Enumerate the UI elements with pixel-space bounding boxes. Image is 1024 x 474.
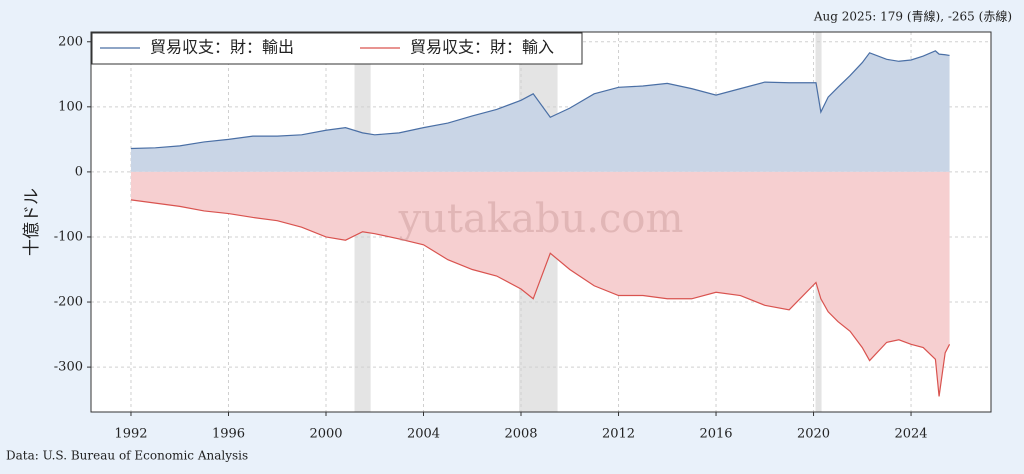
legend-label: 貿易収支：財：輸入 xyxy=(410,38,554,57)
x-tick-label: 2012 xyxy=(602,427,635,442)
y-axis-label: 十億ドル xyxy=(22,188,42,256)
y-tick-label: -100 xyxy=(54,229,83,244)
watermark: yutakabu.com xyxy=(398,196,684,242)
y-tick-label: -300 xyxy=(54,360,83,375)
annotation: Aug 2025: 179 (青線), -265 (赤線) xyxy=(813,9,1012,24)
legend-box xyxy=(91,32,583,65)
x-tick-label: 2024 xyxy=(894,427,927,442)
x-tick-label: 1996 xyxy=(212,427,245,442)
x-tick-label: 2008 xyxy=(504,427,537,442)
series-line xyxy=(130,199,951,397)
x-tick-label: 2000 xyxy=(309,427,342,442)
y-tick-label: 0 xyxy=(75,164,83,179)
source: Data: U.S. Bureau of Economic Analysis xyxy=(6,449,248,463)
plot-layer xyxy=(91,32,991,412)
area-fill xyxy=(130,171,950,397)
area-fill xyxy=(130,50,950,172)
series-line xyxy=(130,50,950,150)
plot-frame xyxy=(90,31,992,413)
y-tick-label: 200 xyxy=(58,34,83,49)
x-tick-label: 2004 xyxy=(407,427,440,442)
legend-label: 貿易収支：財：輸出 xyxy=(150,38,294,57)
y-tick-label: -200 xyxy=(54,295,83,310)
x-tick-label: 2020 xyxy=(797,427,830,442)
y-tick-label: 100 xyxy=(58,99,83,114)
x-tick-label: 1992 xyxy=(114,427,147,442)
x-tick-label: 2016 xyxy=(699,427,732,442)
